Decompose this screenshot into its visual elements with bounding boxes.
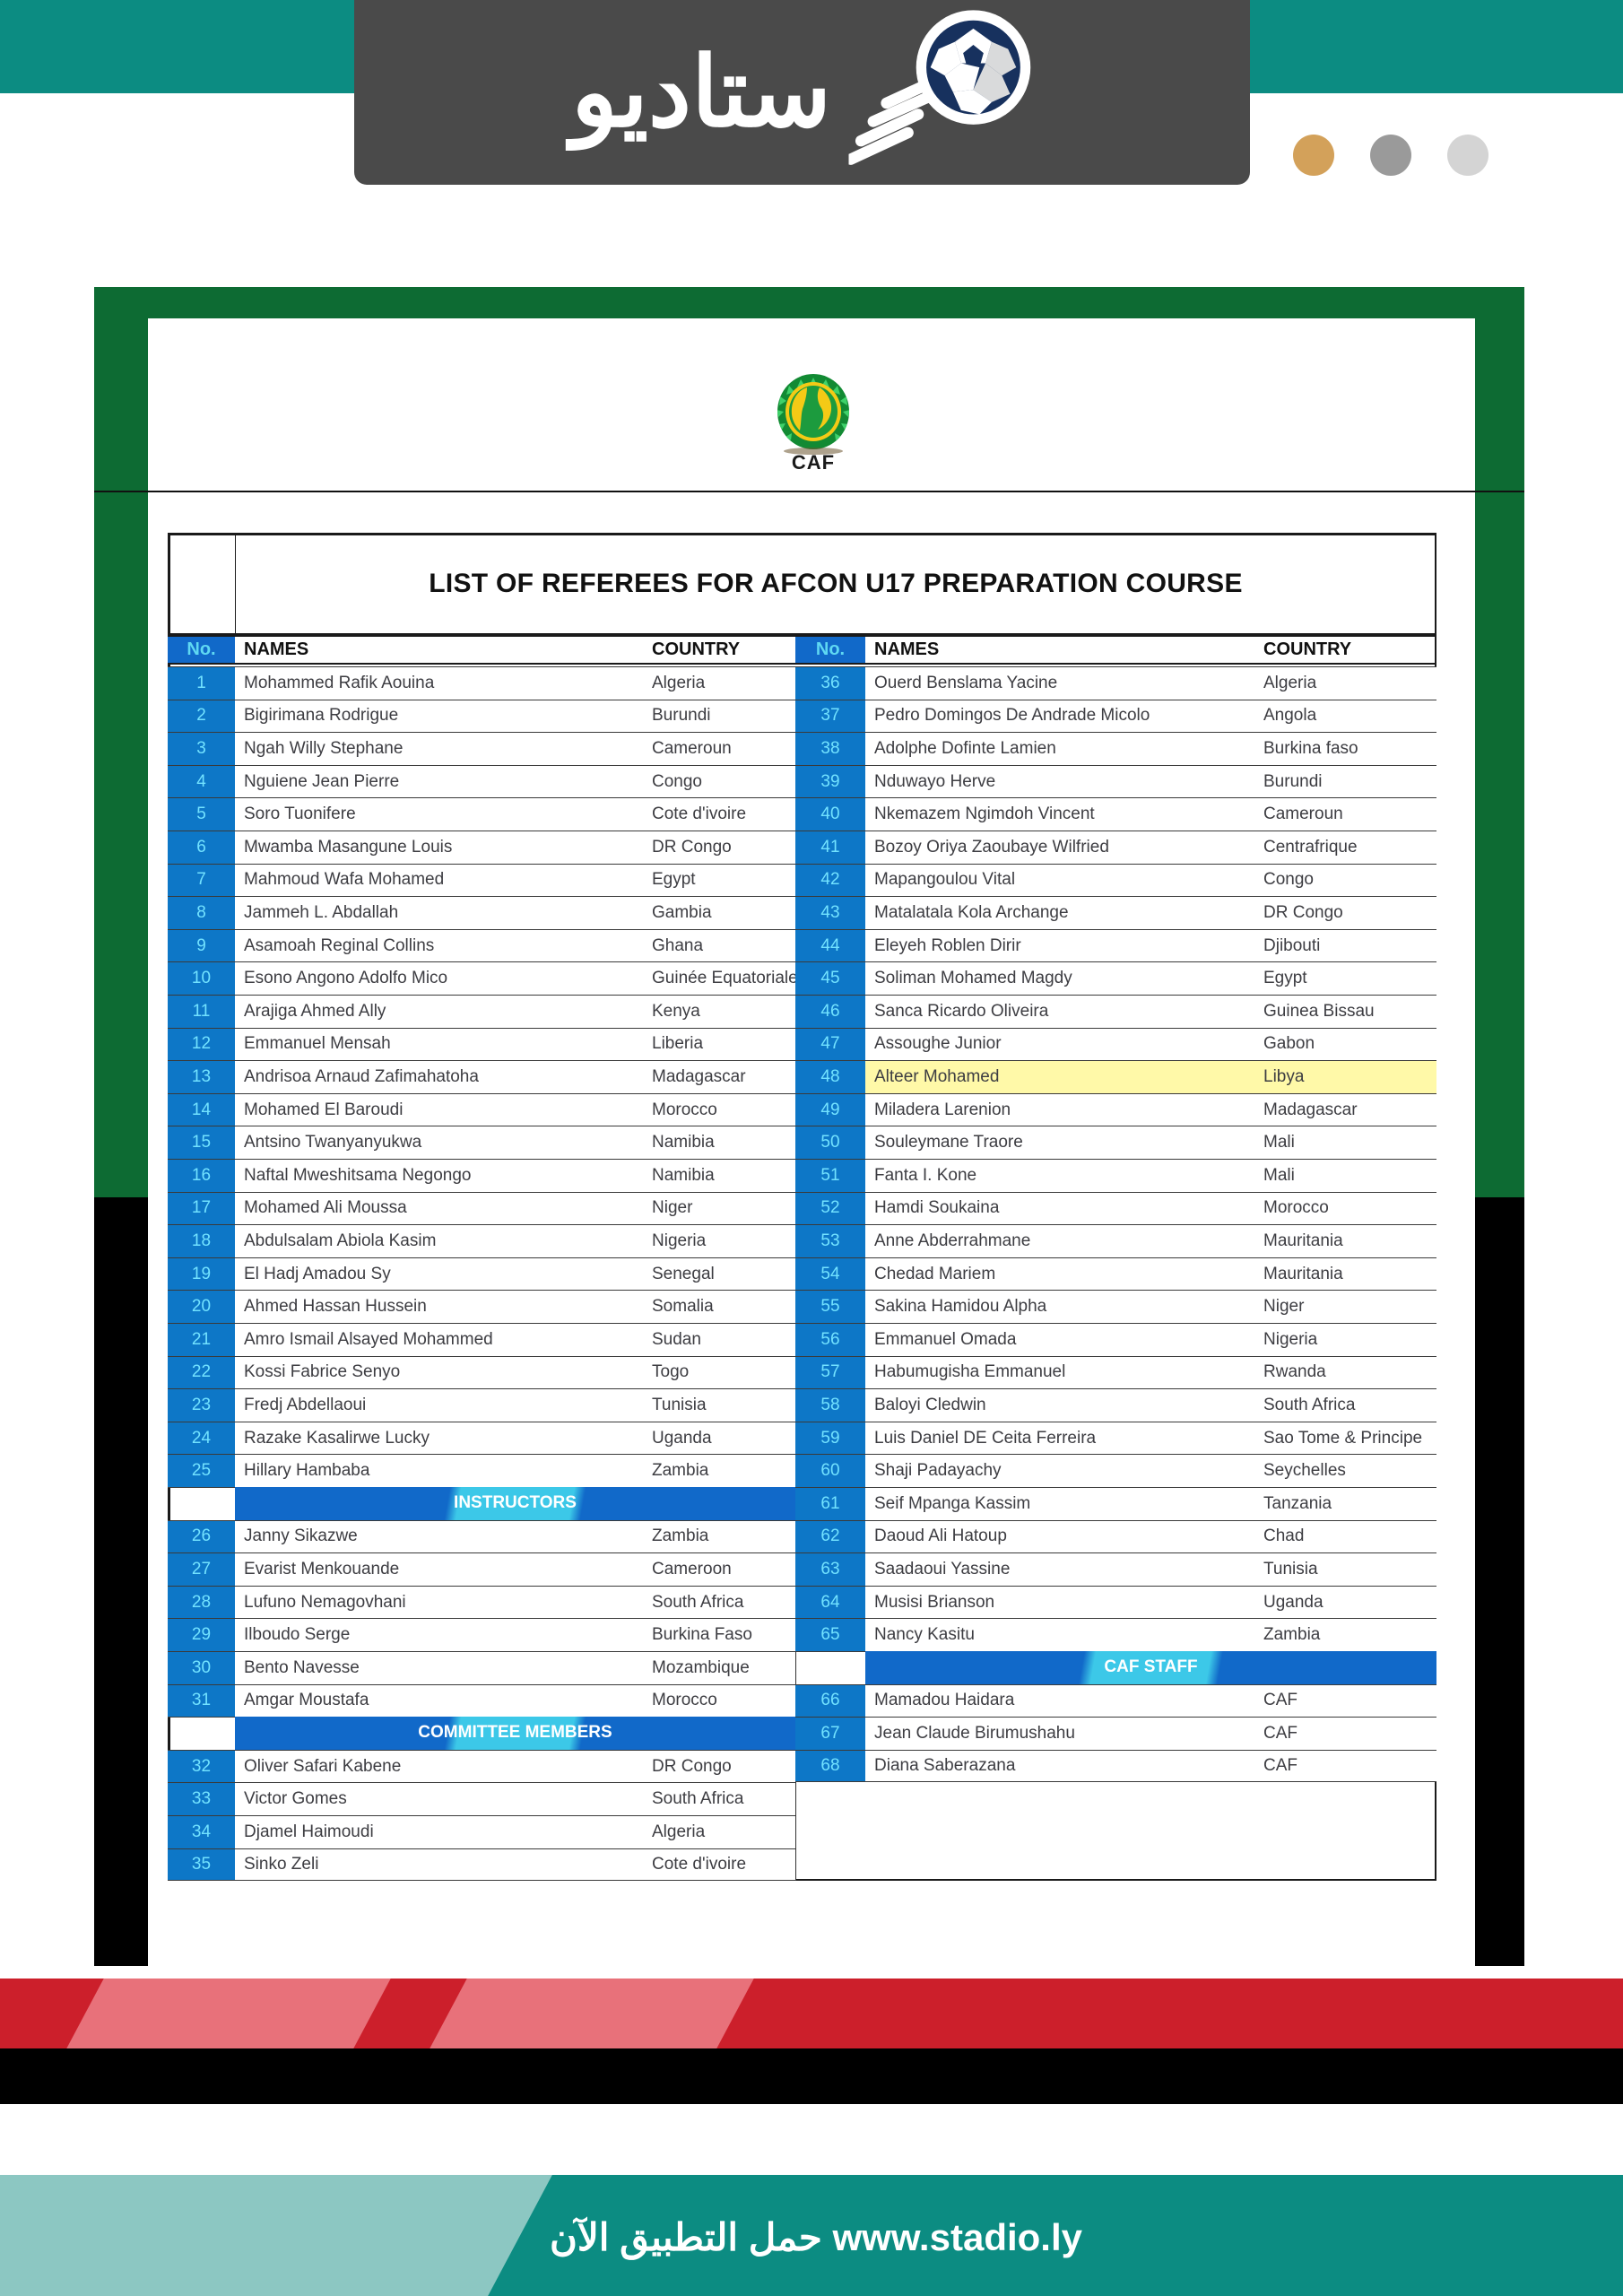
svg-text:CAF: CAF <box>792 451 835 474</box>
